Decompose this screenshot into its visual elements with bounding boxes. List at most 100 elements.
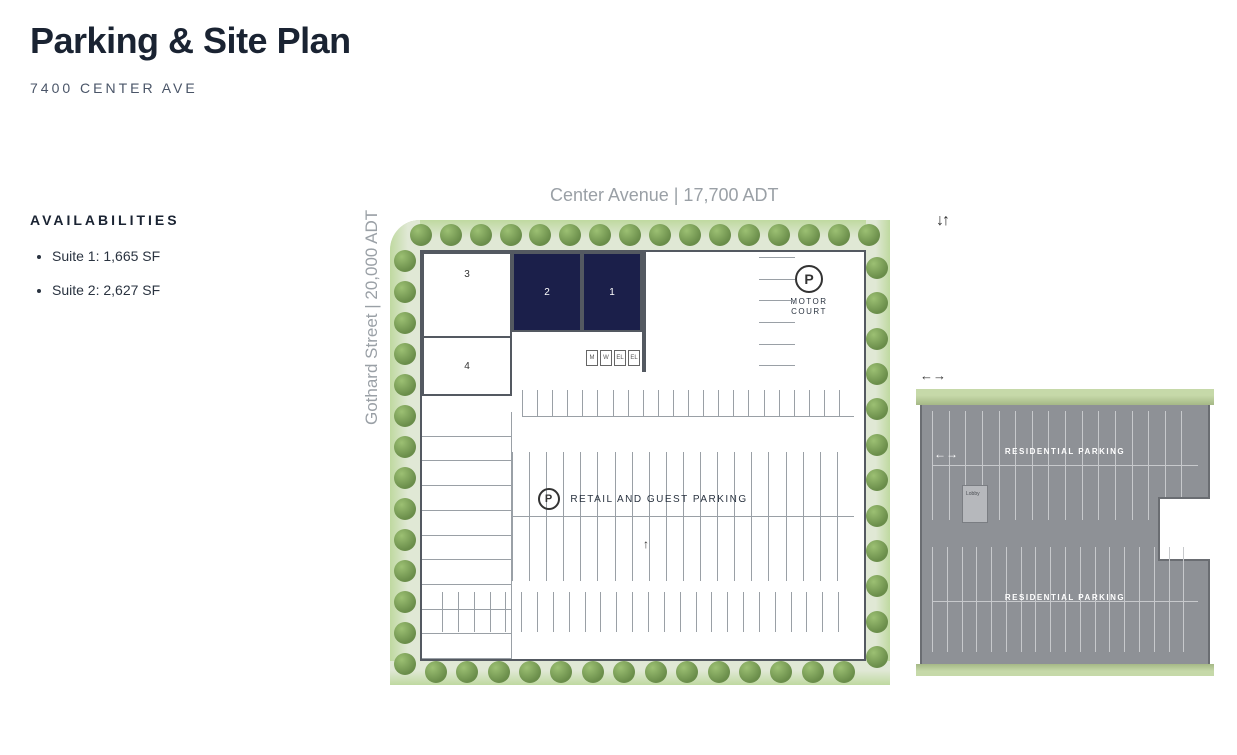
tree-icon (394, 312, 416, 334)
parking-stall (1015, 411, 1032, 465)
parking-stall (838, 592, 854, 632)
parking-stall (648, 592, 664, 632)
tree-icon (519, 661, 541, 683)
parking-stall (563, 517, 580, 581)
tree-icon (394, 498, 416, 520)
parking-stall (529, 517, 546, 581)
parking-stall (537, 592, 553, 632)
parking-stall (666, 517, 683, 581)
parking-stall (759, 300, 795, 322)
parking-stall (1065, 466, 1082, 520)
unit-corridor: M W EL EL (642, 252, 646, 372)
room-w: W (600, 350, 612, 366)
parking-stall (733, 390, 748, 416)
motor-court: P MOTOR COURT (758, 256, 860, 388)
parking-stall (806, 592, 822, 632)
parking-stall (1165, 411, 1182, 465)
tree-icon (440, 224, 462, 246)
tree-icon (738, 224, 760, 246)
tree-icon (394, 405, 416, 427)
parking-stall (683, 517, 700, 581)
parking-stall (727, 592, 743, 632)
parking-stall (597, 390, 612, 416)
parking-stall (1132, 466, 1149, 520)
parking-stall (522, 390, 537, 416)
tree-icon (394, 343, 416, 365)
utility-rooms: M W EL EL (586, 350, 640, 366)
parking-stall (1148, 411, 1165, 465)
tree-icon (866, 505, 888, 527)
arrow-up: ↑ (643, 537, 649, 551)
parking-stall (718, 390, 733, 416)
street-label-top: Center Avenue | 17,700 ADT (550, 185, 779, 206)
tree-icon (768, 224, 790, 246)
tree-icon (550, 661, 572, 683)
parking-stall (422, 536, 512, 561)
tree-row-right (866, 250, 888, 675)
parking-label: P RETAIL AND GUEST PARKING (422, 488, 864, 510)
parking-stall (1154, 602, 1169, 652)
parking-stall (1021, 602, 1036, 652)
tree-icon (394, 622, 416, 644)
unit-3-label: 3 (464, 269, 470, 280)
parking-stall (422, 461, 512, 486)
parking-stall (779, 390, 794, 416)
tree-icon (866, 611, 888, 633)
parking-stall (422, 511, 512, 536)
parking-stall (1082, 411, 1099, 465)
parking-stall (688, 390, 703, 416)
parking-stall (673, 390, 688, 416)
parking-stall (616, 592, 632, 632)
tree-icon (679, 224, 701, 246)
parking-stall (521, 592, 537, 632)
tree-row-bottom (420, 661, 860, 683)
parking-stall (1095, 602, 1110, 652)
parking-stall (474, 592, 490, 632)
parking-stall (991, 602, 1006, 652)
tree-icon (582, 661, 604, 683)
tree-icon (802, 661, 824, 683)
availability-item: Suite 2: 2,627 SF (52, 274, 160, 308)
tree-icon (866, 646, 888, 668)
tree-icon (708, 661, 730, 683)
retail-parking-area: P RETAIL AND GUEST PARKING ↑ (422, 412, 864, 659)
parking-stall (1032, 466, 1049, 520)
parking-stall (751, 517, 768, 581)
parking-stall (1124, 602, 1139, 652)
parking-stall (748, 390, 763, 416)
parking-stall (1115, 466, 1132, 520)
parking-stall (567, 390, 582, 416)
parking-stall (696, 592, 712, 632)
parking-stall (820, 517, 837, 581)
parking-stall (580, 517, 597, 581)
tree-icon (394, 560, 416, 582)
parking-stall (553, 592, 569, 632)
parking-stall (759, 257, 795, 279)
res-landscape-top (916, 389, 1214, 405)
tree-icon (394, 591, 416, 613)
tree-icon (866, 292, 888, 314)
tree-icon (613, 661, 635, 683)
parking-stall (962, 602, 977, 652)
parking-stall (824, 390, 839, 416)
motor-court-label-1: MOTOR (790, 297, 827, 306)
tree-icon (866, 540, 888, 562)
parking-stall (803, 517, 820, 581)
tree-row-left (394, 250, 416, 675)
tree-icon (676, 661, 698, 683)
parking-stall (759, 344, 795, 366)
parking-stall (759, 279, 795, 301)
parking-stall (643, 390, 658, 416)
parking-stall (759, 592, 775, 632)
tree-icon (394, 529, 416, 551)
parking-stall (442, 592, 458, 632)
tree-icon (828, 224, 850, 246)
tree-icon (709, 224, 731, 246)
parking-stall (569, 592, 585, 632)
tree-icon (866, 363, 888, 385)
tree-icon (394, 374, 416, 396)
parking-stall (1006, 602, 1021, 652)
availabilities-list: Suite 1: 1,665 SF Suite 2: 2,627 SF (36, 240, 160, 307)
parking-stall (794, 390, 809, 416)
tree-icon (858, 224, 880, 246)
